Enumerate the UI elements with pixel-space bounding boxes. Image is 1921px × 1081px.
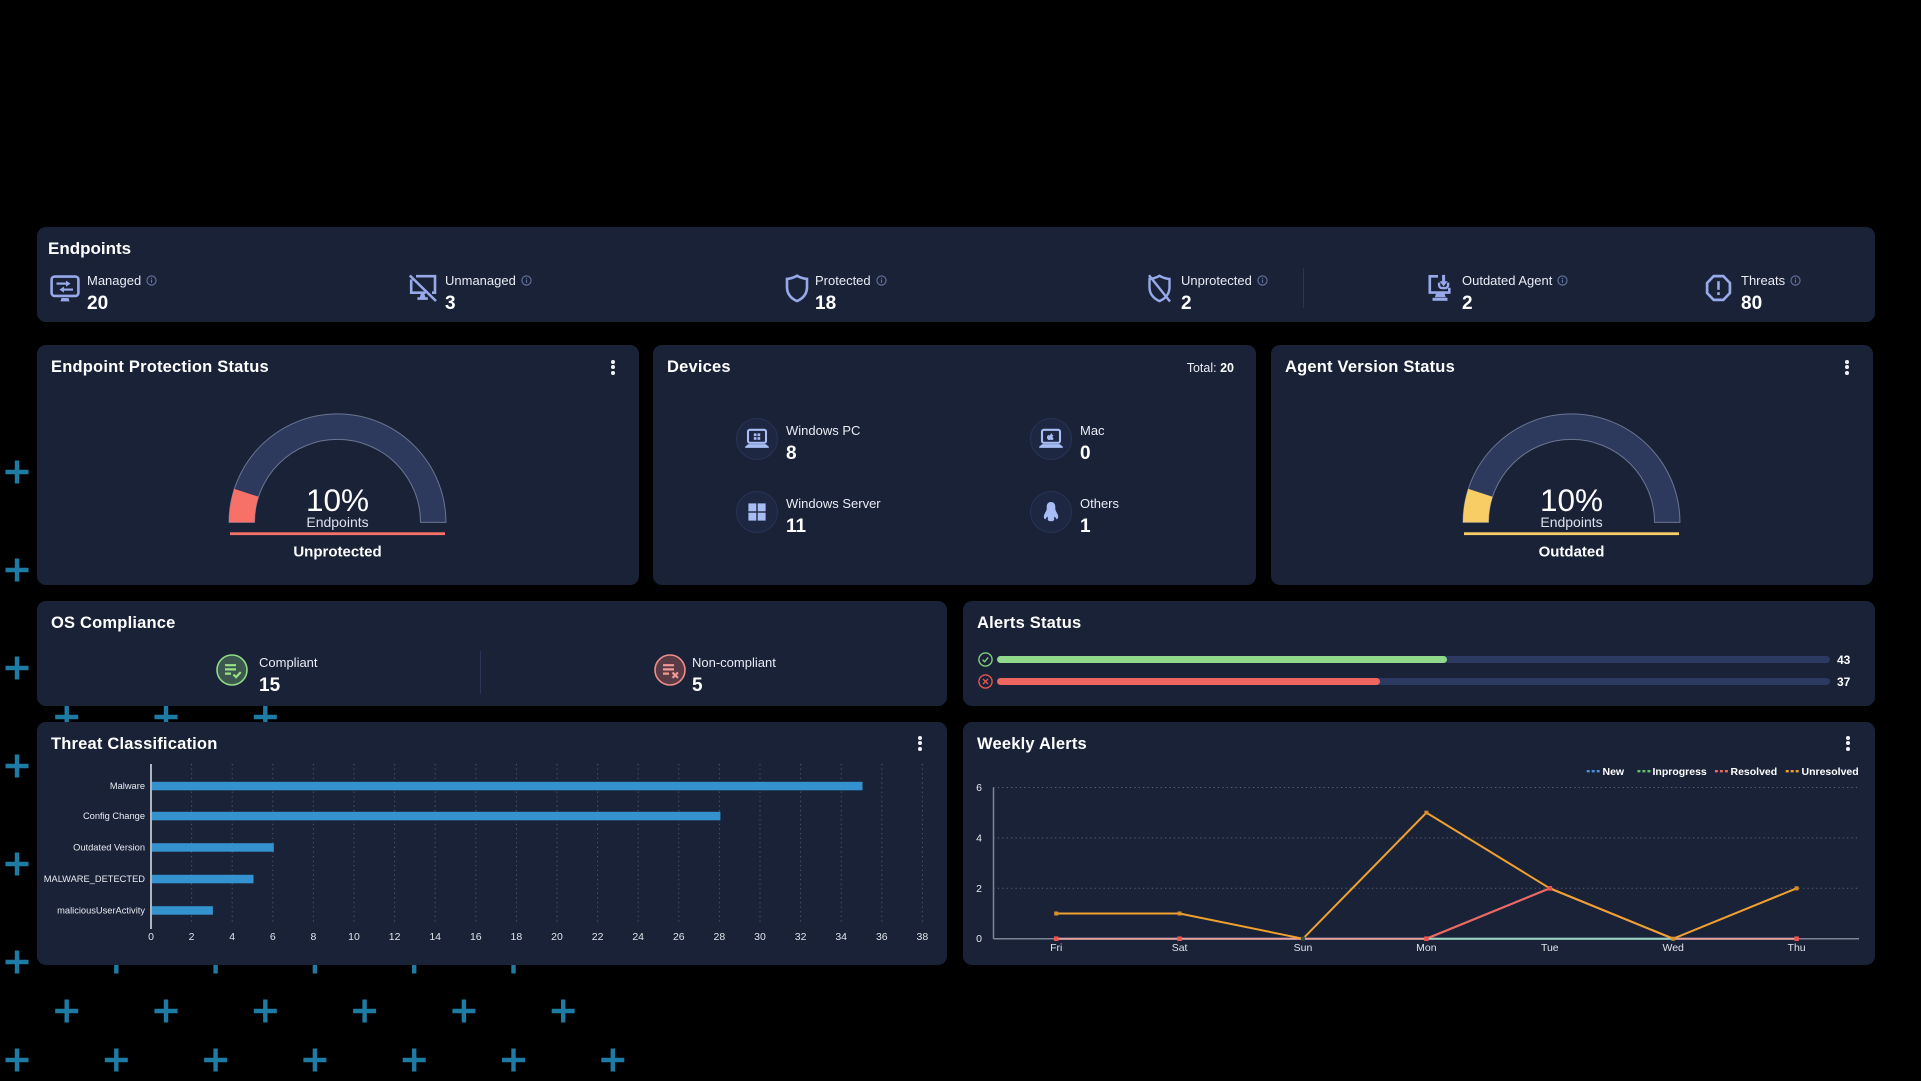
- svg-text:12: 12: [389, 931, 401, 943]
- svg-text:30: 30: [754, 931, 766, 943]
- svg-text:MALWARE_DETECTED: MALWARE_DETECTED: [44, 874, 146, 884]
- svg-text:22: 22: [592, 931, 604, 943]
- svg-text:Endpoints: Endpoints: [306, 514, 368, 530]
- svg-text:32: 32: [795, 931, 807, 943]
- svg-text:8: 8: [310, 931, 316, 943]
- svg-text:36: 36: [876, 931, 888, 943]
- svg-text:Unprotected: Unprotected: [293, 544, 381, 561]
- svg-text:Outdated Version: Outdated Version: [73, 843, 145, 853]
- svg-text:10: 10: [348, 931, 360, 943]
- svg-text:26: 26: [673, 931, 685, 943]
- svg-text:Malware: Malware: [110, 781, 145, 791]
- svg-text:Sun: Sun: [1294, 942, 1313, 954]
- svg-text:16: 16: [470, 931, 482, 943]
- svg-text:Resolved: Resolved: [1731, 766, 1778, 778]
- svg-text:0: 0: [976, 933, 982, 945]
- svg-text:0: 0: [148, 931, 154, 943]
- svg-text:Wed: Wed: [1662, 942, 1684, 954]
- svg-text:Inprogress: Inprogress: [1653, 766, 1707, 778]
- svg-text:18: 18: [511, 931, 523, 943]
- svg-text:Unresolved: Unresolved: [1802, 766, 1859, 778]
- svg-text:20: 20: [551, 931, 563, 943]
- svg-text:Outdated: Outdated: [1539, 544, 1605, 561]
- svg-text:maliciousUserActivity: maliciousUserActivity: [57, 906, 145, 916]
- svg-text:2: 2: [189, 931, 195, 943]
- svg-text:2: 2: [976, 883, 982, 895]
- svg-text:28: 28: [714, 931, 726, 943]
- svg-text:Sat: Sat: [1172, 942, 1188, 954]
- svg-text:Fri: Fri: [1050, 942, 1062, 954]
- svg-text:34: 34: [835, 931, 847, 943]
- svg-text:Endpoints: Endpoints: [1540, 514, 1602, 530]
- svg-text:Tue: Tue: [1541, 942, 1559, 954]
- svg-text:New: New: [1603, 766, 1625, 778]
- svg-text:38: 38: [917, 931, 929, 943]
- svg-text:Mon: Mon: [1416, 942, 1437, 954]
- svg-text:6: 6: [270, 931, 276, 943]
- svg-text:4: 4: [976, 832, 982, 844]
- svg-text:24: 24: [632, 931, 644, 943]
- svg-text:Thu: Thu: [1788, 942, 1806, 954]
- svg-text:4: 4: [229, 931, 235, 943]
- svg-text:6: 6: [976, 782, 982, 794]
- svg-text:10%: 10%: [306, 482, 369, 518]
- svg-text:14: 14: [429, 931, 441, 943]
- svg-text:Config Change: Config Change: [83, 811, 145, 821]
- svg-text:10%: 10%: [1540, 482, 1603, 518]
